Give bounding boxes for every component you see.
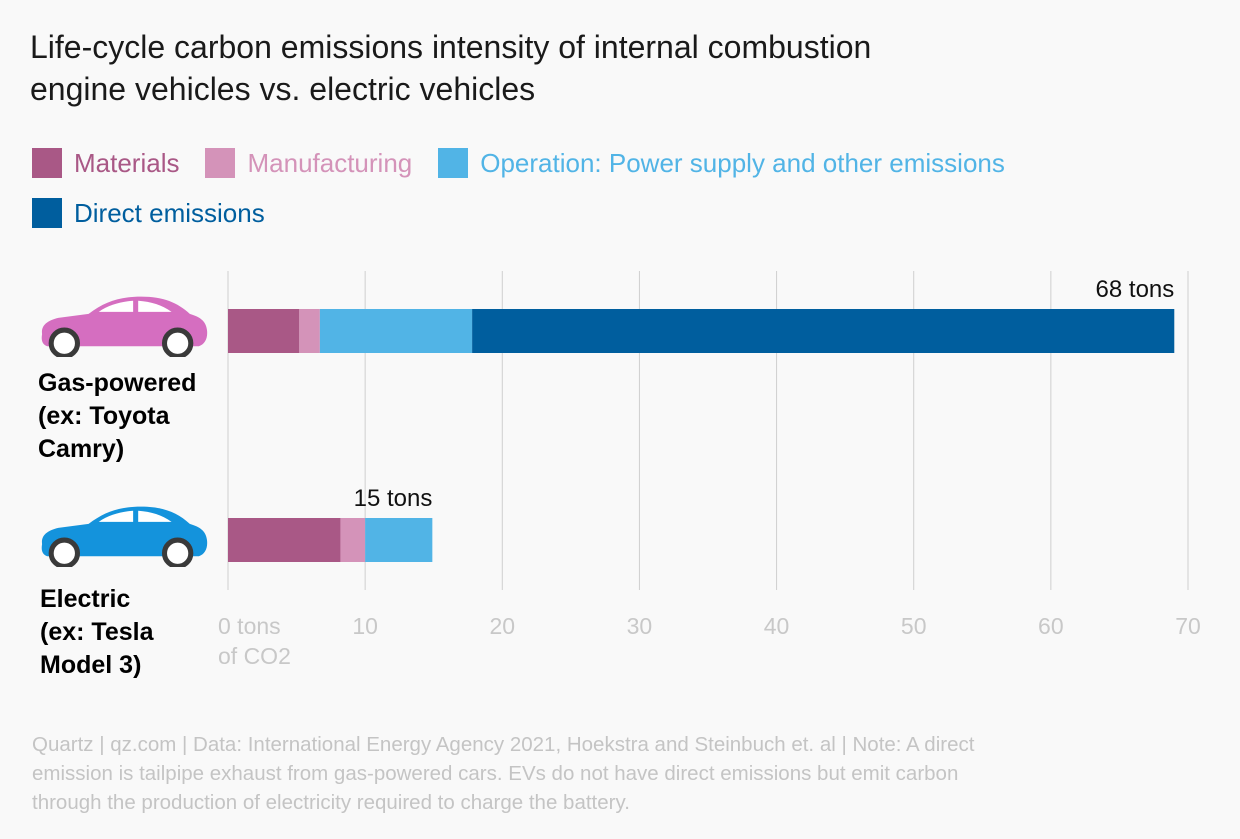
legend-label: Operation: Power supply and other emissi… bbox=[480, 147, 1005, 178]
legend-item-operation-power-supply-and-other-emissions: Operation: Power supply and other emissi… bbox=[438, 148, 1005, 178]
category-label: (ex: Tesla bbox=[40, 618, 155, 646]
bar-segment-materials bbox=[228, 518, 341, 562]
bar-total-label: 15 tons bbox=[354, 485, 433, 512]
category-label: Model 3) bbox=[40, 651, 141, 679]
electric-car-icon bbox=[42, 507, 207, 567]
legend-label: Direct emissions bbox=[74, 197, 265, 228]
legend-item-direct-emissions: Direct emissions bbox=[32, 198, 1186, 228]
x-tick-label: 20 bbox=[489, 613, 515, 639]
footer-line-1: Quartz | qz.com | Data: International En… bbox=[32, 733, 975, 756]
gas-car-icon bbox=[42, 297, 207, 357]
chart-text: 0 tons 10 20 30 40 50 60 70 of CO2 68 tons 15 tons… bbox=[38, 276, 1201, 679]
legend-label: Materials bbox=[74, 147, 180, 178]
category-label: Camry) bbox=[38, 435, 124, 463]
legend-item-manufacturing: Manufacturing bbox=[205, 148, 412, 178]
bars bbox=[228, 309, 1175, 562]
bar-segment-operation-power-supply-and-other-emissions bbox=[365, 518, 433, 562]
bar-total-label: 68 tons bbox=[1096, 276, 1175, 303]
chart-title: Life-cycle carbon emissions intensity of… bbox=[30, 26, 1130, 110]
car-icons bbox=[42, 297, 207, 567]
chart-title-line-1: Life-cycle carbon emissions intensity of… bbox=[30, 29, 872, 65]
chart-legend: Materials Manufacturing Operation: Power s… bbox=[32, 148, 1212, 228]
x-tick-label: 0 tons bbox=[218, 613, 281, 639]
category-label: Gas-powered bbox=[38, 369, 196, 397]
x-tick-label: 50 bbox=[901, 613, 927, 639]
legend-swatch bbox=[32, 198, 62, 228]
bar-segment-manufacturing bbox=[340, 518, 366, 562]
x-tick-label: 70 bbox=[1175, 613, 1201, 639]
x-tick-label: 10 bbox=[352, 613, 378, 639]
x-tick-sublabel: of CO2 bbox=[218, 643, 291, 669]
legend-swatch bbox=[438, 148, 469, 178]
legend-swatch bbox=[205, 148, 236, 178]
x-tick-label: 40 bbox=[764, 613, 790, 639]
x-tick-label: 30 bbox=[627, 613, 653, 639]
bar-segment-direct-emissions bbox=[472, 309, 1175, 353]
x-tick-label: 60 bbox=[1038, 613, 1064, 639]
category-label: (ex: Toyota bbox=[38, 402, 171, 430]
footer-line-2: emission is tailpipe exhaust from gas-po… bbox=[32, 762, 959, 785]
bar-segment-manufacturing bbox=[299, 309, 320, 353]
category-label: Electric bbox=[40, 585, 130, 613]
bar-chart: 0 tons 10 20 30 40 50 60 70 of CO2 68 tons 15 tons… bbox=[38, 271, 1201, 679]
bar-segment-operation-power-supply-and-other-emissions bbox=[319, 309, 473, 353]
legend-label: Manufacturing bbox=[247, 147, 413, 178]
legend-swatch bbox=[32, 148, 62, 178]
footer-line-3: through the production of electricity re… bbox=[32, 791, 630, 814]
bar-segment-materials bbox=[228, 309, 300, 353]
chart-footer: Quartz | qz.com | Data: International En… bbox=[32, 730, 1182, 817]
chart-title-line-2: engine vehicles vs. electric vehicles bbox=[30, 71, 536, 107]
legend-item-materials: Materials bbox=[32, 148, 179, 178]
